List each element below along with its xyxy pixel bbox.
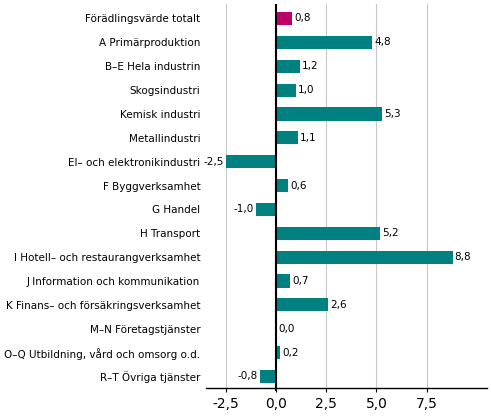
Bar (276, 107, 382, 121)
Bar (276, 250, 453, 264)
Bar (276, 275, 290, 287)
Text: -0,8: -0,8 (238, 371, 258, 381)
Text: 0,7: 0,7 (292, 276, 309, 286)
Text: -1,0: -1,0 (234, 204, 254, 214)
Text: 1,1: 1,1 (300, 133, 317, 143)
Text: 0,8: 0,8 (294, 13, 311, 23)
Bar (276, 36, 373, 49)
Bar (276, 84, 296, 97)
Text: 0,2: 0,2 (282, 348, 299, 358)
Bar (276, 131, 298, 144)
Text: -2,5: -2,5 (204, 157, 224, 167)
Text: 5,2: 5,2 (382, 228, 399, 238)
Text: 1,0: 1,0 (298, 85, 315, 95)
Text: 0,6: 0,6 (290, 181, 307, 191)
Bar (226, 155, 276, 168)
Text: 0,0: 0,0 (278, 324, 295, 334)
Bar (276, 346, 280, 359)
Bar (276, 179, 288, 192)
Text: 5,3: 5,3 (384, 109, 401, 119)
Text: 4,8: 4,8 (375, 37, 391, 47)
Bar (276, 298, 328, 312)
Text: 1,2: 1,2 (302, 61, 319, 71)
Bar (276, 12, 292, 25)
Bar (276, 227, 381, 240)
Bar (260, 370, 276, 383)
Text: 8,8: 8,8 (455, 252, 471, 262)
Bar (276, 59, 300, 73)
Text: 2,6: 2,6 (330, 300, 347, 310)
Bar (256, 203, 276, 216)
